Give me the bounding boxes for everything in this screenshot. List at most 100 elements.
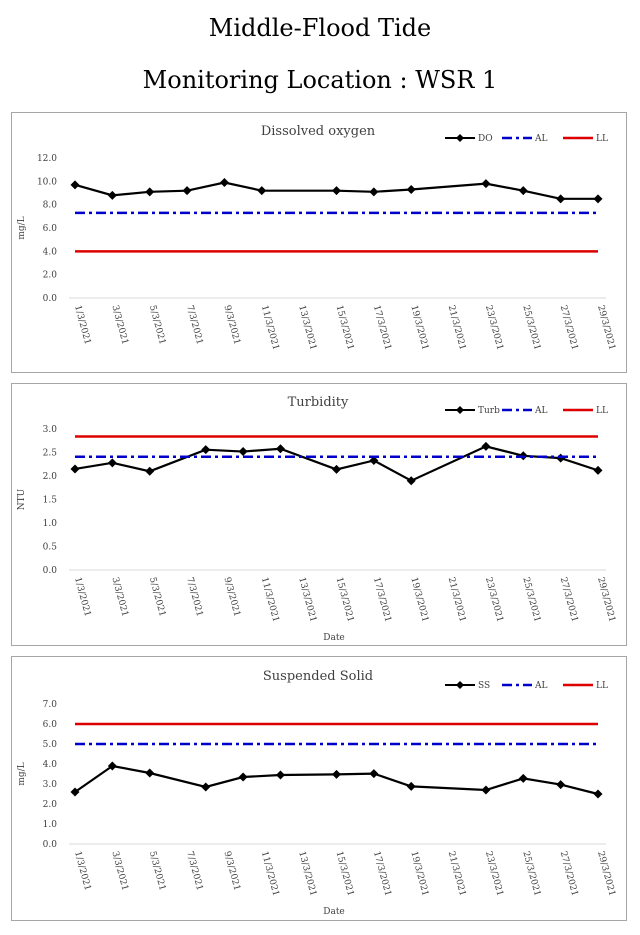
chart-title: Turbidity: [288, 395, 349, 410]
x-tick-label: 29/3/2021: [595, 850, 617, 897]
x-tick-label: 15/3/2021: [334, 304, 356, 351]
data-point-ss: [70, 787, 80, 797]
x-tick-label: 11/3/2021: [259, 304, 281, 351]
x-tick-label: 27/3/2021: [558, 576, 580, 623]
chart-panel-suspended-solid: Suspended Solid 0.0 1.0 2.0 3.0 4.0 5.0 6.0 7.0 1…: [11, 656, 627, 921]
y-tick-label: 1.0: [43, 519, 58, 529]
x-tick-label: 5/3/2021: [147, 850, 167, 892]
page-title: Middle-Flood Tide: [208, 14, 432, 42]
data-point-turb: [406, 476, 416, 486]
x-tick-label: 11/3/2021: [259, 576, 281, 623]
legend-marker-do: [456, 134, 464, 142]
legend-label-al: AL: [534, 681, 547, 691]
data-point-turb: [369, 455, 379, 465]
x-tick-label: 29/3/2021: [595, 576, 617, 623]
legend-label-ss: SS: [478, 681, 490, 691]
y-tick-label: 2.0: [43, 472, 58, 482]
x-tick-label: 7/3/2021: [184, 304, 204, 346]
legend-marker-turb: [456, 406, 464, 414]
x-tick-label: 3/3/2021: [109, 576, 129, 618]
y-tick-label: 0.0: [43, 566, 58, 576]
y-tick-label: 12.0: [37, 154, 57, 164]
data-point-turb: [556, 453, 566, 463]
x-tick-label: 23/3/2021: [483, 304, 505, 351]
y-tick-label: 0.0: [43, 294, 58, 304]
y-tick-label: 1.0: [43, 820, 58, 830]
x-tick-label: 27/3/2021: [558, 850, 580, 897]
data-point-ss: [145, 768, 155, 778]
x-tick-label: 5/3/2021: [147, 304, 167, 346]
x-tick-label: 19/3/2021: [408, 576, 430, 623]
x-tick-label: 19/3/2021: [408, 850, 430, 897]
y-tick-label: 4.0: [43, 760, 58, 770]
y-axis-label: NTU: [17, 488, 27, 510]
data-point-turb: [275, 444, 285, 454]
data-point-do: [219, 178, 229, 187]
data-point-turb: [145, 466, 155, 476]
x-tick-label: 1/3/2021: [72, 850, 92, 892]
y-tick-label: 3.0: [43, 425, 58, 435]
y-axis-label: mg/L: [17, 216, 27, 239]
data-point-ss: [481, 785, 491, 795]
y-tick-label: 0.0: [43, 840, 58, 850]
x-tick-label: 25/3/2021: [520, 850, 542, 897]
y-tick-label: 4.0: [43, 247, 58, 257]
x-tick-label: 13/3/2021: [296, 576, 318, 623]
chart-title: Dissolved oxygen: [261, 124, 376, 139]
data-point-ss: [556, 780, 566, 790]
chart-panel-turbidity: Turbidity 0.0 0.5 1.0 1.5 2.0 2.5 3.0 1/3/2021 3/…: [11, 383, 627, 646]
data-point-turb: [332, 464, 341, 474]
data-point-turb: [238, 447, 248, 457]
x-tick-label: 3/3/2021: [109, 850, 129, 892]
data-point-ss: [107, 761, 117, 771]
data-point-do: [593, 194, 603, 204]
y-tick-label: 7.0: [43, 700, 58, 710]
data-point-do: [332, 186, 341, 196]
data-point-do: [182, 186, 192, 196]
data-point-ss: [369, 769, 379, 779]
chart-panel-dissolved-oxygen: Dissolved oxygen 0.0 2.0 4.0 6.0 8.0 10.0 12.0 1…: [11, 112, 627, 373]
x-tick-label: 9/3/2021: [222, 304, 242, 346]
x-tick-label: 23/3/2021: [483, 850, 505, 897]
series-line-turb: [74, 445, 599, 482]
x-tick-label: 21/3/2021: [446, 576, 468, 623]
legend-label-ll: LL: [596, 134, 608, 144]
x-tick-label: 25/3/2021: [520, 576, 542, 623]
data-point-turb: [481, 441, 491, 451]
data-point-ss: [332, 769, 341, 779]
x-tick-label: 17/3/2021: [371, 576, 393, 623]
x-tick-label: 21/3/2021: [446, 304, 468, 351]
x-tick-label: 7/3/2021: [184, 576, 204, 618]
data-point-do: [556, 194, 566, 204]
legend-label-al: AL: [534, 406, 547, 416]
y-tick-label: 8.0: [43, 201, 58, 211]
x-tick-label: 13/3/2021: [296, 304, 318, 351]
x-tick-label: 9/3/2021: [222, 850, 242, 892]
data-point-ss: [275, 770, 285, 780]
legend-label-do: DO: [478, 134, 493, 144]
data-point-do: [369, 187, 379, 197]
x-tick-label: 17/3/2021: [371, 850, 393, 897]
legend-label-al: AL: [534, 134, 547, 144]
y-tick-label: 1.5: [43, 496, 58, 506]
y-tick-label: 6.0: [43, 224, 58, 234]
x-tick-label: 23/3/2021: [483, 576, 505, 623]
x-tick-label: 13/3/2021: [296, 850, 318, 897]
data-point-do: [70, 180, 80, 190]
chart-dissolved-oxygen: Dissolved oxygen 0.0 2.0 4.0 6.0 8.0 10.0 12.0 1…: [17, 124, 617, 351]
x-tick-label: 29/3/2021: [595, 304, 617, 351]
y-tick-label: 2.5: [43, 449, 58, 459]
y-axis-label: mg/L: [17, 762, 27, 785]
data-point-ss: [518, 773, 528, 783]
data-point-do: [481, 179, 491, 189]
data-point-ss: [201, 782, 211, 792]
x-tick-label: 11/3/2021: [259, 850, 281, 897]
x-tick-label: 7/3/2021: [184, 850, 204, 892]
legend-label-ll: LL: [596, 406, 608, 416]
x-tick-label: 1/3/2021: [72, 576, 92, 618]
data-point-turb: [107, 458, 117, 468]
x-tick-label: 25/3/2021: [520, 304, 542, 351]
legend-label-turb: Turb: [478, 406, 500, 416]
data-point-do: [145, 187, 155, 197]
y-tick-label: 2.0: [43, 800, 58, 810]
